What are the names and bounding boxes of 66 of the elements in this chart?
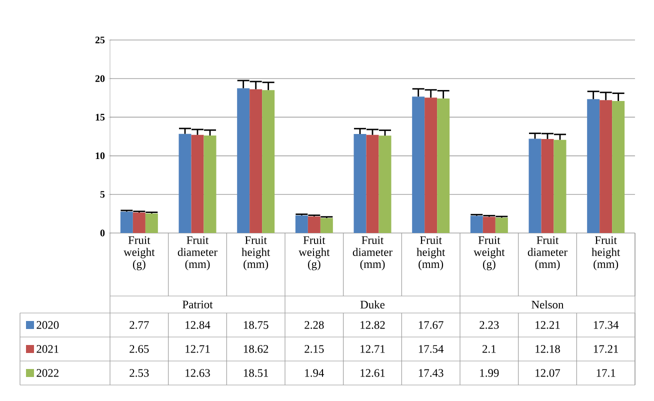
x-tick-label: Fruit weight (g) <box>474 236 505 270</box>
bar <box>412 96 425 233</box>
legend-label: 2021 <box>36 345 58 353</box>
bar <box>587 99 600 233</box>
bar <box>424 98 438 233</box>
data-label: 12.82 <box>360 321 385 329</box>
x-tick-label: Fruit diameter (mm) <box>352 236 392 270</box>
data-label: 12.21 <box>536 321 560 329</box>
x-tick-label: Fruit weight (g) <box>298 236 330 270</box>
bar <box>528 138 542 233</box>
data-label: 12.07 <box>536 369 560 377</box>
data-label: 17.43 <box>418 369 444 377</box>
legend-label: 2022 <box>36 369 58 377</box>
data-label: 2.1 <box>482 345 496 353</box>
data-label: 12.71 <box>186 345 210 353</box>
bar <box>191 134 204 233</box>
data-label: 1.94 <box>305 369 324 377</box>
bar <box>600 100 612 233</box>
x-tick-label: Fruit height (mm) <box>416 236 446 270</box>
data-label: 17.1 <box>596 369 616 377</box>
bar <box>378 136 392 233</box>
y-tick-label: 10 <box>96 152 105 160</box>
bar <box>366 134 379 233</box>
bar <box>541 138 554 233</box>
data-label: 2.15 <box>304 345 324 353</box>
bar <box>237 88 250 233</box>
bar <box>178 134 192 233</box>
bar <box>262 90 275 233</box>
data-label: 17.21 <box>594 345 618 353</box>
bar <box>554 140 566 233</box>
y-tick-label: 20 <box>95 75 105 82</box>
bar <box>250 89 262 233</box>
data-label: 2.28 <box>304 321 324 329</box>
text: Patriot <box>182 300 213 308</box>
data-label: 18.62 <box>244 345 268 353</box>
data-label: 1.99 <box>480 369 499 377</box>
text: Nelson <box>532 300 564 309</box>
bar <box>354 134 366 233</box>
bar <box>204 135 216 233</box>
y-tick-label: 5 <box>100 191 105 198</box>
x-tick-label: Fruit weight (g) <box>124 236 155 270</box>
data-label: 12.18 <box>536 345 560 353</box>
data-label: 12.61 <box>360 369 385 377</box>
data-label: 12.71 <box>360 345 385 353</box>
text: Duke <box>360 300 385 309</box>
y-tick-label: 0 <box>100 230 105 236</box>
data-label: 2.53 <box>130 369 149 377</box>
data-label: 17.54 <box>418 345 444 353</box>
data-label: 18.75 <box>244 321 268 329</box>
x-tick-label: Fruit height (mm) <box>242 236 270 270</box>
data-label: 2.65 <box>130 345 149 353</box>
x-tick-label: Fruit diameter (mm) <box>178 236 218 270</box>
y-tick-label: 15 <box>96 114 105 121</box>
data-label: 12.63 <box>186 369 210 377</box>
bar <box>437 98 450 233</box>
data-label: 17.34 <box>594 321 619 329</box>
data-label: 17.67 <box>418 321 444 329</box>
y-tick-label: 25 <box>95 36 105 44</box>
x-tick-label: Fruit diameter (mm) <box>528 236 568 270</box>
data-label: 2.23 <box>480 321 499 329</box>
legend-label: 2020 <box>36 321 59 329</box>
data-label: 12.84 <box>186 321 210 329</box>
data-label: 2.77 <box>130 321 149 329</box>
x-tick-label: Fruit height (mm) <box>592 236 620 270</box>
bar <box>612 100 625 233</box>
data-label: 18.51 <box>244 369 268 377</box>
